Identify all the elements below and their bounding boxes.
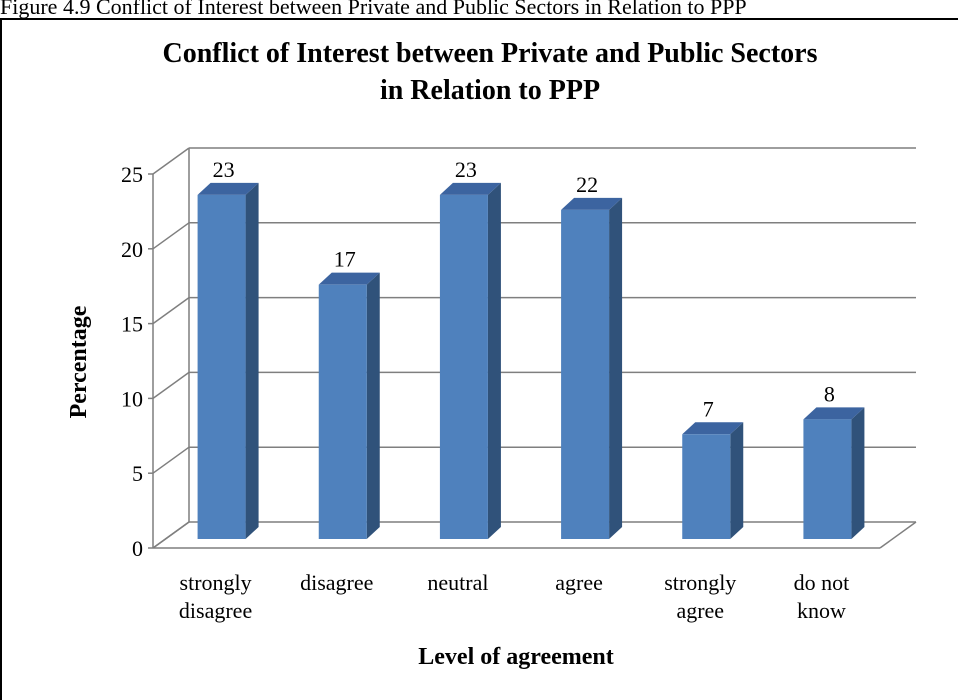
y-tick-label: 20 <box>121 237 143 262</box>
bar-front <box>682 434 731 539</box>
bar-side <box>487 182 501 540</box>
x-axis-title: Level of agreement <box>418 644 613 670</box>
category-label-line: neutral <box>427 570 488 595</box>
category-label-line: agree <box>676 598 724 623</box>
bar <box>561 197 623 539</box>
gridline-side <box>152 296 190 325</box>
data-label: 23 <box>455 157 477 182</box>
data-label: 23 <box>213 157 235 182</box>
gridline-side <box>152 147 190 175</box>
category-label-line: disagree <box>300 570 373 595</box>
bar <box>803 407 865 539</box>
data-label: 8 <box>824 381 835 406</box>
y-tick-label: 15 <box>121 312 143 337</box>
gridline-side <box>152 446 190 474</box>
category-label: agree <box>555 570 603 595</box>
bar-front <box>561 209 610 539</box>
category-label-line: do not <box>794 570 850 595</box>
bar-front <box>197 194 246 540</box>
chart-title-line-1: Conflict of Interest between Private and… <box>162 38 817 69</box>
category-label: strongly disagree <box>179 570 252 623</box>
bar-top <box>439 182 501 195</box>
bar-side <box>851 407 865 539</box>
bar-front <box>803 419 852 539</box>
bars <box>197 182 865 540</box>
category-label: disagree <box>300 570 373 595</box>
bar-side <box>245 182 259 540</box>
bar-top <box>682 422 744 435</box>
bar-front <box>318 284 367 539</box>
data-label: 7 <box>703 396 714 421</box>
data-label: 17 <box>334 247 356 272</box>
bar <box>439 182 501 540</box>
bar <box>197 182 259 540</box>
bar <box>318 272 380 539</box>
category-label-line: disagree <box>179 598 252 623</box>
x-axis <box>153 521 917 549</box>
category-label: do not know <box>794 570 850 623</box>
bar-top <box>561 197 623 210</box>
bar <box>682 422 744 539</box>
bar-side <box>730 422 744 539</box>
category-label: strongly agree <box>664 570 736 623</box>
y-axis: 0 5 10 15 20 25 <box>121 162 154 561</box>
category-label-line: know <box>797 598 846 623</box>
figure-caption: Figure 4.9 Conflict of Interest between … <box>0 0 747 19</box>
floor-right-edge <box>879 521 917 549</box>
gridline-side <box>152 222 190 250</box>
bar-top <box>197 182 259 195</box>
y-tick-label: 25 <box>121 162 143 187</box>
category-label: neutral <box>427 570 488 595</box>
data-labels: 23 17 23 22 7 8 <box>213 157 835 421</box>
chart-frame <box>0 18 958 700</box>
bar-top <box>803 407 865 420</box>
bar-top <box>318 272 380 285</box>
y-tick-label: 0 <box>132 536 143 561</box>
category-label-line: strongly <box>180 570 252 595</box>
category-label-line: agree <box>555 570 603 595</box>
data-label: 22 <box>576 172 598 197</box>
gridline-side <box>152 521 190 549</box>
plot-walls <box>152 148 190 549</box>
gridline-side <box>152 371 190 400</box>
gridlines <box>152 147 916 549</box>
bar-front <box>439 194 488 540</box>
y-axis-title: Percentage <box>66 305 92 418</box>
bar-side <box>366 272 380 539</box>
bar-side <box>609 197 623 539</box>
category-label-line: strongly <box>664 570 736 595</box>
chart-title-line-2: in Relation to PPP <box>380 75 600 106</box>
y-tick-label: 5 <box>132 461 143 486</box>
y-tick-label: 10 <box>121 386 143 411</box>
